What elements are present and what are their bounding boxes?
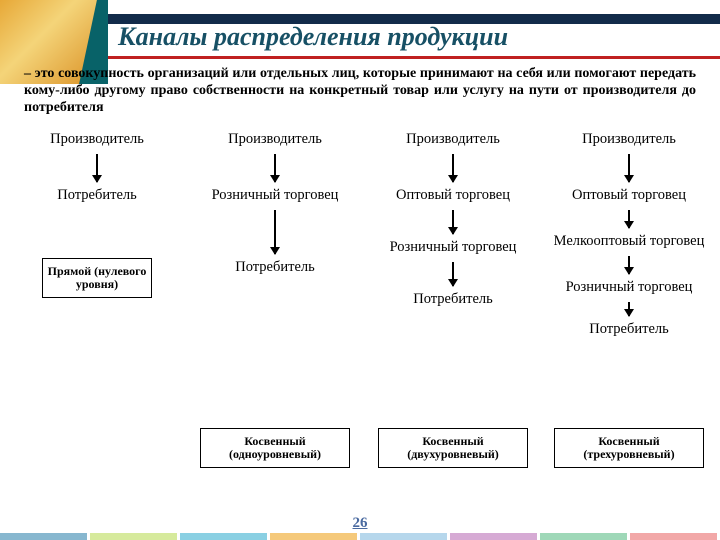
channel-caption: Косвенный (трехуровневый) [554,428,704,468]
channel-caption: Косвенный (двухуровневый) [378,428,528,468]
flow-node: Потребитель [546,318,712,342]
footer-stripe [630,533,717,540]
slide-title: Каналы распределения продукции [118,22,710,52]
footer-stripe [0,533,87,540]
flow-node: Потребитель [368,288,538,312]
arrow-down-icon [96,154,98,182]
flow-node: Производитель [12,128,182,152]
arrow-down-icon [452,262,454,286]
footer-stripe [450,533,537,540]
footer-stripe [360,533,447,540]
footer-stripe [540,533,627,540]
flow-node: Розничный торговец [190,184,360,208]
column-0: Производитель Потребитель Прямой (нулевого… [12,128,182,500]
arrow-down-icon [452,210,454,234]
flow-node: Производитель [546,128,712,152]
column-1: Производитель Розничный торговец Потребите… [190,128,360,500]
flow-node: Мелкооптовый торговец [546,230,712,254]
channels-diagram: Производитель Потребитель Прямой (нулевого… [0,128,720,500]
channel-caption: Прямой (нулевого уровня) [42,258,152,298]
flow-node: Розничный торговец [546,276,712,300]
page-number: 26 [0,515,720,532]
flow-node: Розничный торговец [368,236,538,260]
arrow-down-icon [274,210,276,254]
channel-caption: Косвенный (одноуровневый) [200,428,350,468]
title-underline [108,56,720,59]
flow-node: Производитель [368,128,538,152]
arrow-down-icon [628,210,630,228]
footer-stripe [90,533,177,540]
flow-node: Потребитель [190,256,360,280]
arrow-down-icon [628,256,630,274]
column-3: Производитель Оптовый торговец Мелкооптовы… [546,128,712,500]
flow-node: Оптовый торговец [368,184,538,208]
arrow-down-icon [628,154,630,182]
flow-node: Оптовый торговец [546,184,712,208]
flow-node: Производитель [190,128,360,152]
arrow-down-icon [452,154,454,182]
arrow-down-icon [274,154,276,182]
column-2: Производитель Оптовый торговец Розничный т… [368,128,538,500]
footer-stripe [270,533,357,540]
arrow-down-icon [628,302,630,316]
footer-stripe [180,533,267,540]
flow-node: Потребитель [12,184,182,208]
definition-text: – это совокупность организаций или отдел… [24,66,696,116]
